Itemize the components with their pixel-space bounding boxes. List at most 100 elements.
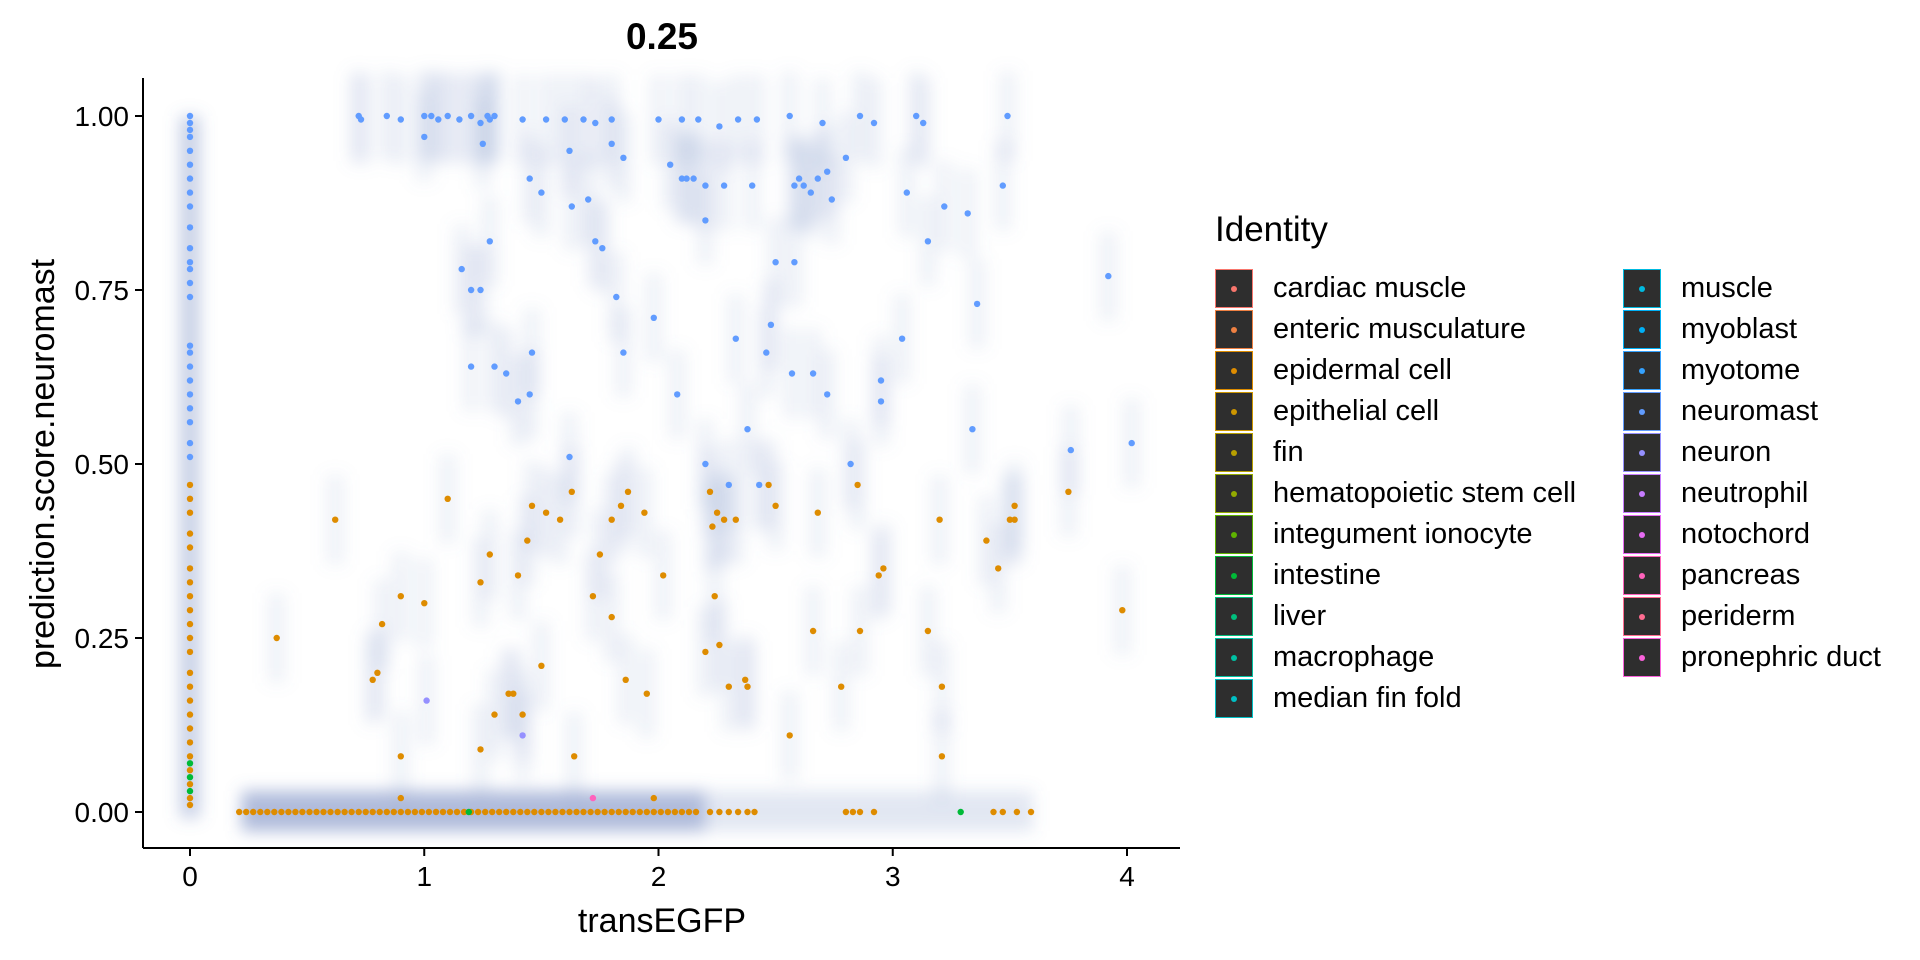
- point-epidermal-cell: [186, 801, 194, 809]
- legend-dot: [1231, 326, 1237, 333]
- legend-dot: [1639, 613, 1645, 620]
- legend-key: [1215, 269, 1253, 308]
- point-neuromast: [678, 116, 686, 123]
- legend-item: hematopoietic stem cell: [1215, 473, 1605, 514]
- point-epidermal-cell-baseline-: [524, 808, 531, 816]
- point-epidermal-cell-baseline-: [250, 808, 257, 816]
- point-epidermal-cell: [608, 613, 615, 621]
- point-neuromast: [186, 112, 194, 120]
- point-neuromast: [592, 119, 599, 127]
- point-neuromast: [421, 133, 428, 141]
- point-epidermal-cell: [617, 502, 625, 509]
- scatter-points: [186, 112, 1135, 816]
- point-epidermal-cell-baseline-: [425, 808, 433, 816]
- point-neuromast: [920, 119, 927, 127]
- legend: Identity cardiac muscle enteric musculatu…: [1215, 210, 1920, 719]
- point-neuromast: [186, 224, 194, 231]
- point-neuromast: [186, 377, 194, 384]
- point-epidermal-cell-baseline-: [615, 808, 622, 816]
- point-epidermal-cell: [568, 488, 575, 495]
- point-neuromast: [458, 265, 465, 273]
- point-epidermal-cell-baseline-: [650, 808, 657, 816]
- point-neuromast: [542, 116, 550, 123]
- point-neuromast: [814, 175, 821, 182]
- point-neuron: [423, 697, 430, 704]
- point-epidermal-cell-baseline-: [320, 808, 327, 816]
- legend-item: epithelial cell: [1215, 391, 1605, 432]
- point-epidermal-cell-baseline-: [489, 808, 496, 816]
- point-epidermal-cell: [571, 753, 578, 760]
- point-neuromast: [514, 398, 522, 405]
- legend-dot: [1231, 695, 1237, 702]
- legend-label: notochord: [1681, 518, 1810, 550]
- point-epidermal-cell-baseline-: [594, 808, 601, 816]
- legend-label: median fin fold: [1273, 682, 1462, 714]
- point-neuromast: [526, 175, 533, 182]
- point-neuromast: [186, 342, 194, 349]
- point-neuromast: [824, 168, 831, 175]
- point-epidermal-cell-baseline-: [671, 808, 679, 816]
- y-tick-label: 0.25: [75, 623, 130, 654]
- point-neuromast: [620, 349, 627, 356]
- point-epidermal-cell: [709, 523, 716, 530]
- y-axis-label: prediction.score.neuromast: [24, 258, 62, 669]
- chart-title: 0.25: [626, 16, 698, 57]
- point-epidermal-cell: [725, 683, 732, 690]
- legend-key: [1215, 638, 1253, 677]
- legend-key: [1215, 310, 1253, 349]
- point-epidermal-cell-baseline-: [692, 808, 700, 816]
- point-epidermal-cell: [924, 627, 932, 635]
- point-epidermal-cell-baseline-: [636, 808, 643, 816]
- point-epidermal-cell: [720, 516, 728, 523]
- point-epidermal-cell-baseline-: [706, 808, 714, 816]
- point-epidermal-cell-baseline-: [278, 808, 285, 816]
- legend-label: myoblast: [1681, 313, 1798, 345]
- point-neuromast: [491, 363, 498, 370]
- point-epidermal-cell: [186, 697, 194, 704]
- point-epidermal-cell: [477, 579, 484, 586]
- point-pancreas: [589, 794, 597, 802]
- point-neuromast: [828, 196, 835, 203]
- point-neuromast: [608, 116, 615, 123]
- point-neuromast: [725, 481, 732, 489]
- point-neuromast: [467, 363, 475, 370]
- point-epidermal-cell: [995, 565, 1002, 572]
- point-neuromast: [397, 116, 404, 123]
- point-epidermal-cell: [491, 711, 498, 718]
- point-intestine: [186, 787, 194, 795]
- legend-item: liver: [1215, 596, 1605, 637]
- legend-item: periderm: [1623, 596, 1920, 637]
- point-epidermal-cell-baseline-: [446, 808, 454, 816]
- y-ticks: 0.00 0.25 0.50 0.75 1.00: [75, 101, 143, 828]
- point-epidermal-cell-baseline-: [601, 808, 608, 816]
- point-neuromast: [1128, 439, 1135, 447]
- point-epidermal-cell: [744, 683, 751, 690]
- point-neuromast: [467, 112, 475, 120]
- point-epidermal-cell-baseline-: [849, 808, 857, 816]
- point-epidermal-cell: [397, 593, 404, 600]
- point-neuromast: [753, 116, 761, 123]
- point-neuromast: [898, 335, 906, 342]
- point-neuromast: [599, 245, 606, 252]
- point-epidermal-cell-baseline-: [1013, 808, 1021, 816]
- point-neuromast: [732, 335, 739, 342]
- point-epidermal-cell: [814, 509, 821, 516]
- point-neuromast: [186, 126, 194, 134]
- point-neuromast: [674, 391, 681, 398]
- point-epidermal-cell-baseline-: [474, 808, 482, 816]
- point-neuromast: [720, 182, 728, 189]
- point-neuromast: [486, 116, 493, 123]
- legend-item: neutrophil: [1623, 473, 1920, 514]
- point-neuromast: [186, 349, 194, 356]
- point-epidermal-cell: [186, 683, 194, 690]
- point-epidermal-cell-baseline-: [510, 808, 517, 816]
- legend-key: [1623, 310, 1661, 349]
- point-epidermal-cell: [608, 516, 615, 523]
- point-epidermal-cell-baseline-: [299, 808, 306, 816]
- point-neuromast: [913, 112, 920, 120]
- legend-dot: [1231, 572, 1237, 579]
- point-neuromast: [809, 370, 817, 377]
- point-epidermal-cell-baseline-: [856, 808, 864, 816]
- point-neuromast: [186, 265, 194, 273]
- legend-dot: [1231, 613, 1237, 620]
